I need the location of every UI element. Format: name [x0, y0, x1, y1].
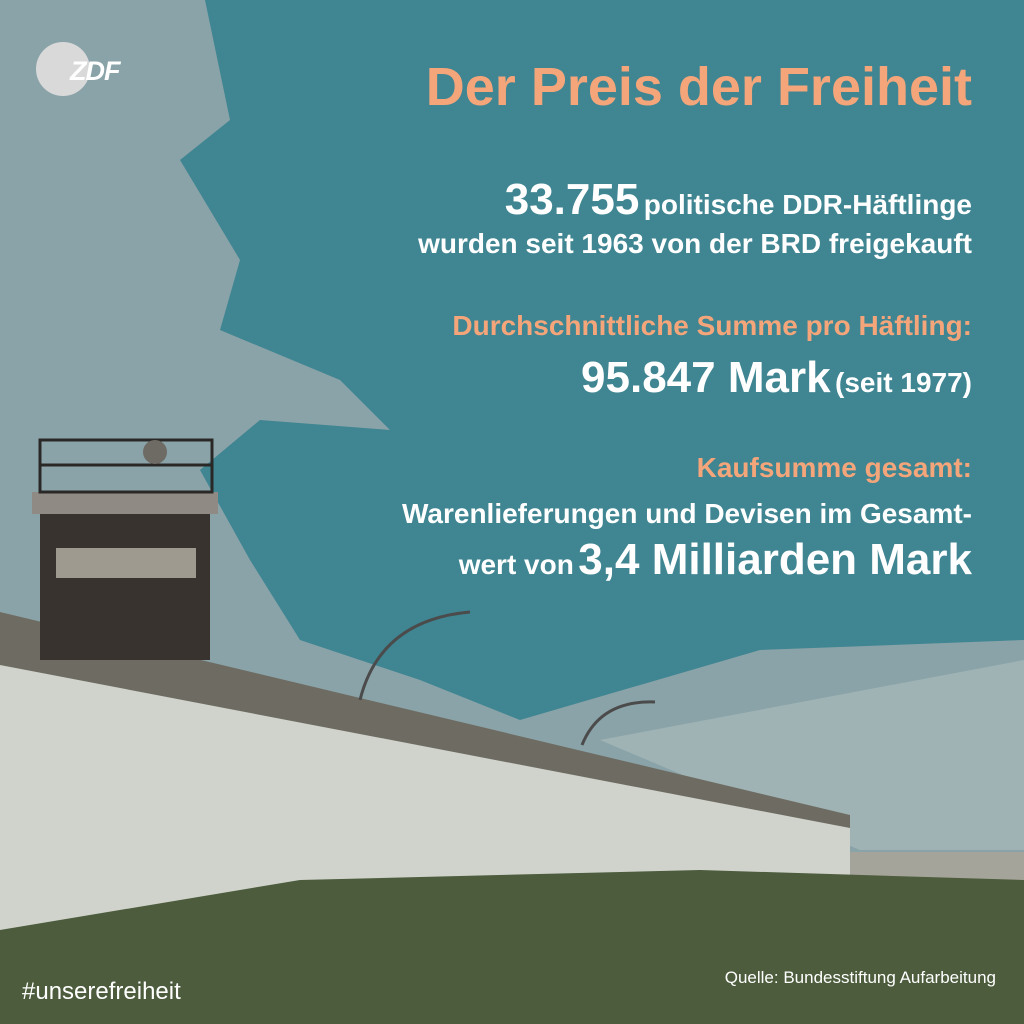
prisoners-number: 33.755 — [504, 175, 640, 224]
source: Quelle: Bundesstiftung Aufarbeitung — [724, 968, 996, 987]
total-label: Kaufsumme gesamt: — [696, 452, 972, 483]
prisoners-line2: wurden seit 1963 von der BRD freigekauft — [418, 228, 972, 259]
total-prefix: wert von — [458, 549, 574, 580]
total-line1: Warenlieferungen und Devisen im Gesamt- — [402, 498, 972, 529]
total-value: 3,4 Milliarden Mark — [578, 535, 972, 584]
logo: ZDF — [36, 42, 120, 96]
average-line: 95.847 Mark (seit 1977) — [581, 356, 972, 400]
average-value: 95.847 Mark — [581, 353, 831, 402]
prisoners-line: 33.755 politische DDR-Häftlinge — [505, 178, 972, 222]
logo-text: ZDF — [70, 56, 120, 86]
average-label: Durchschnittliche Summe pro Häftling: — [452, 310, 972, 341]
title: Der Preis der Freiheit — [425, 57, 972, 117]
hashtag: #unserefreiheit — [22, 978, 181, 1005]
prisoners-text: politische DDR-Häftlinge — [643, 189, 972, 220]
total-line2: wert von 3,4 Milliarden Mark — [459, 538, 972, 582]
average-note: (seit 1977) — [835, 367, 972, 398]
